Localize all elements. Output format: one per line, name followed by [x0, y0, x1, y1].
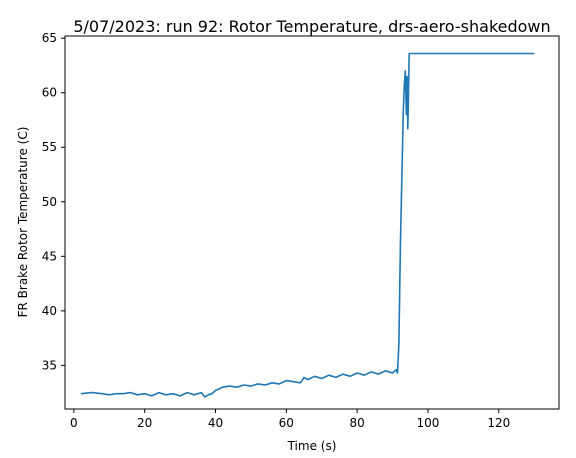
- x-tick-label: 80: [350, 416, 365, 430]
- plot-frame: [64, 35, 560, 410]
- series-layer: [80, 52, 535, 398]
- plot-area: [65, 36, 559, 409]
- y-tick-label: 55: [42, 140, 57, 154]
- x-tick-label: 100: [417, 416, 440, 430]
- x-tick-label: 120: [487, 416, 510, 430]
- y-tick-label: 50: [42, 195, 57, 209]
- y-axis-label: FR Brake Rotor Temperature (C): [16, 127, 30, 318]
- series-line: [80, 52, 535, 398]
- y-tick-label: 35: [42, 358, 57, 372]
- y-tick-label: 60: [42, 86, 57, 100]
- chart-title: 5/07/2023: run 92: Rotor Temperature, dr…: [73, 17, 550, 36]
- x-tick-label: 0: [70, 416, 78, 430]
- x-tick-label: 20: [137, 416, 152, 430]
- y-tick-label: 40: [42, 304, 57, 318]
- plot-background: [65, 36, 559, 409]
- y-tick-label: 65: [42, 31, 57, 45]
- x-axis-label: Time (s): [287, 439, 337, 453]
- x-tick-label: 60: [279, 416, 294, 430]
- y-tick-label: 45: [42, 249, 57, 263]
- x-tick-label: 40: [208, 416, 223, 430]
- x-axis-ticks: 0 20 40 60 80 100 120: [70, 409, 510, 430]
- y-axis-ticks: 35 40 45 50 55 60 65: [42, 31, 65, 372]
